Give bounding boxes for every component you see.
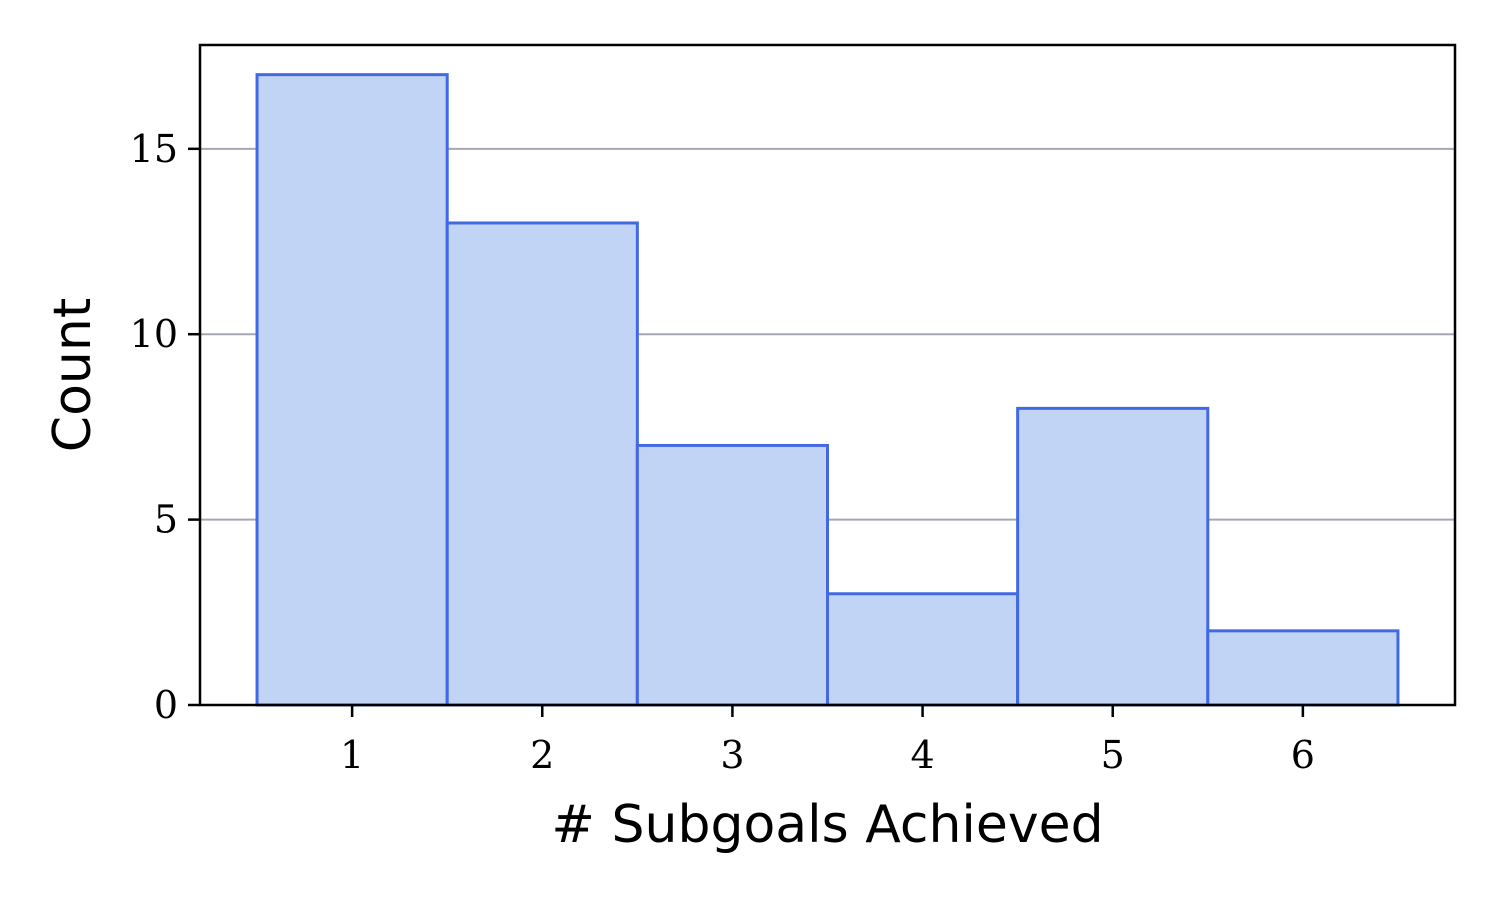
y-tick-label-5: 5 — [154, 498, 178, 542]
plot-frame — [198, 43, 1457, 707]
bar-6 — [1206, 629, 1400, 707]
x-axis-label: # Subgoals Achieved — [551, 795, 1103, 855]
y-tick-label-15: 15 — [130, 127, 178, 171]
bar-3 — [635, 443, 830, 707]
x-tick-label-3: 3 — [720, 733, 744, 777]
x-tick-label-2: 2 — [530, 733, 554, 777]
y-axis-label: Count — [43, 298, 103, 452]
axis-ticks: 1 2 3 4 5 6 0 5 10 15 — [130, 127, 1315, 777]
y-tick-label-10: 10 — [130, 312, 178, 356]
bar-4 — [826, 592, 1020, 707]
histogram-bars — [255, 73, 1400, 707]
bar-5 — [1016, 406, 1210, 707]
x-tick-label-5: 5 — [1101, 733, 1125, 777]
bar-1 — [255, 73, 449, 707]
x-tick-label-6: 6 — [1291, 733, 1315, 777]
x-tick-label-4: 4 — [910, 733, 934, 777]
y-tick-label-0: 0 — [154, 683, 178, 727]
x-tick-label-1: 1 — [340, 733, 364, 777]
bar-2 — [445, 221, 639, 707]
